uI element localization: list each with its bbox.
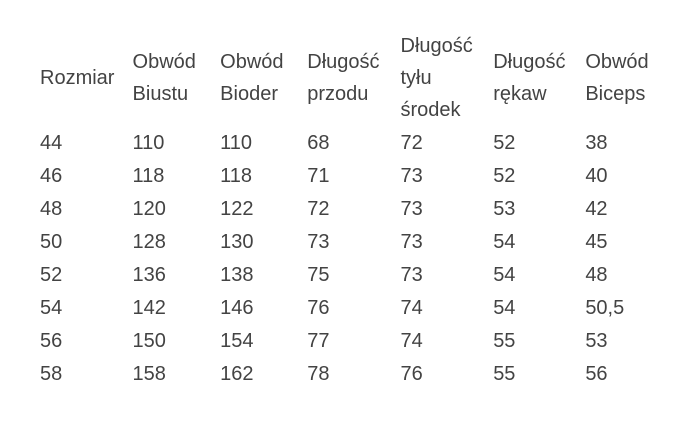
table-cell: 128 <box>132 231 166 253</box>
table-cell: 73 <box>307 231 330 253</box>
table-cell: 58 <box>40 363 63 385</box>
table-cell: 154 <box>220 330 254 352</box>
table-cell: 74 <box>400 297 423 319</box>
table-cell: 158 <box>132 363 166 385</box>
table-cell: 48 <box>40 198 63 220</box>
table-cell: 122 <box>220 198 254 220</box>
table-cell: 53 <box>585 330 608 352</box>
table-row: 46 118 118 71 73 52 40 <box>40 160 678 193</box>
column-header-obwod-bioder: Obwód Bioder <box>220 50 284 105</box>
table-cell: 73 <box>400 165 423 187</box>
table-row: 48 120 122 72 73 53 42 <box>40 193 678 226</box>
table-cell: 42 <box>585 198 608 220</box>
table-row: 58 158 162 78 76 55 56 <box>40 358 678 391</box>
table-cell: 76 <box>307 297 330 319</box>
table-cell: 52 <box>493 132 516 154</box>
table-cell: 76 <box>400 363 423 385</box>
table-cell: 71 <box>307 165 330 187</box>
table-cell: 118 <box>132 165 165 187</box>
table-cell: 52 <box>40 264 63 286</box>
column-header-obwod-biceps: Obwód Biceps <box>585 50 649 105</box>
column-header-rozmiar: Rozmiar <box>40 66 115 89</box>
table-cell: 110 <box>132 132 165 154</box>
table-cell: 162 <box>220 363 254 385</box>
column-header-dlugosc-rekaw: Długość rękaw <box>493 50 566 105</box>
table-cell: 54 <box>40 297 63 319</box>
table-cell: 136 <box>132 264 166 286</box>
size-chart-header: Rozmiar Obwód Biustu Obwód Bioder Długoś… <box>40 28 678 127</box>
header-row: Rozmiar Obwód Biustu Obwód Bioder Długoś… <box>40 28 678 127</box>
table-cell: 150 <box>132 330 166 352</box>
table-row: 50 128 130 73 73 54 45 <box>40 226 678 259</box>
table-cell: 50,5 <box>585 297 625 319</box>
table-cell: 130 <box>220 231 254 253</box>
table-cell: 46 <box>40 165 63 187</box>
table-cell: 75 <box>307 264 330 286</box>
table-cell: 146 <box>220 297 254 319</box>
column-header-obwod-biustu: Obwód Biustu <box>132 50 196 105</box>
table-cell: 52 <box>493 165 516 187</box>
table-cell: 118 <box>220 165 253 187</box>
table-cell: 142 <box>132 297 166 319</box>
table-cell: 45 <box>585 231 608 253</box>
table-cell: 110 <box>220 132 253 154</box>
table-cell: 77 <box>307 330 330 352</box>
table-cell: 138 <box>220 264 254 286</box>
table-cell: 73 <box>400 231 423 253</box>
size-chart-body: 44 110 110 68 72 52 38 46 118 118 71 73 52 40 48 120 122… <box>40 127 678 391</box>
table-row: 44 110 110 68 72 52 38 <box>40 127 678 160</box>
table-row: 56 150 154 77 74 55 53 <box>40 325 678 358</box>
table-cell: 120 <box>132 198 166 220</box>
table-cell: 38 <box>585 132 608 154</box>
table-cell: 78 <box>307 363 330 385</box>
table-cell: 54 <box>493 264 516 286</box>
table-cell: 53 <box>493 198 516 220</box>
table-cell: 68 <box>307 132 330 154</box>
table-cell: 55 <box>493 363 516 385</box>
table-cell: 74 <box>400 330 423 352</box>
size-chart-table: Rozmiar Obwód Biustu Obwód Bioder Długoś… <box>40 28 678 391</box>
table-cell: 54 <box>493 297 516 319</box>
table-cell: 72 <box>400 132 423 154</box>
table-cell: 48 <box>585 264 608 286</box>
table-row: 54 142 146 76 74 54 50,5 <box>40 292 678 325</box>
table-cell: 44 <box>40 132 63 154</box>
table-cell: 72 <box>307 198 330 220</box>
table-cell: 56 <box>585 363 608 385</box>
column-header-dlugosc-przodu: Długość przodu <box>307 50 380 105</box>
table-cell: 73 <box>400 264 423 286</box>
table-cell: 54 <box>493 231 516 253</box>
table-cell: 50 <box>40 231 63 253</box>
table-row: 52 136 138 75 73 54 48 <box>40 259 678 292</box>
table-cell: 56 <box>40 330 63 352</box>
table-cell: 55 <box>493 330 516 352</box>
column-header-dlugosc-tylu-srodek: Długość tyłu środek <box>400 34 473 121</box>
table-cell: 40 <box>585 165 608 187</box>
table-cell: 73 <box>400 198 423 220</box>
